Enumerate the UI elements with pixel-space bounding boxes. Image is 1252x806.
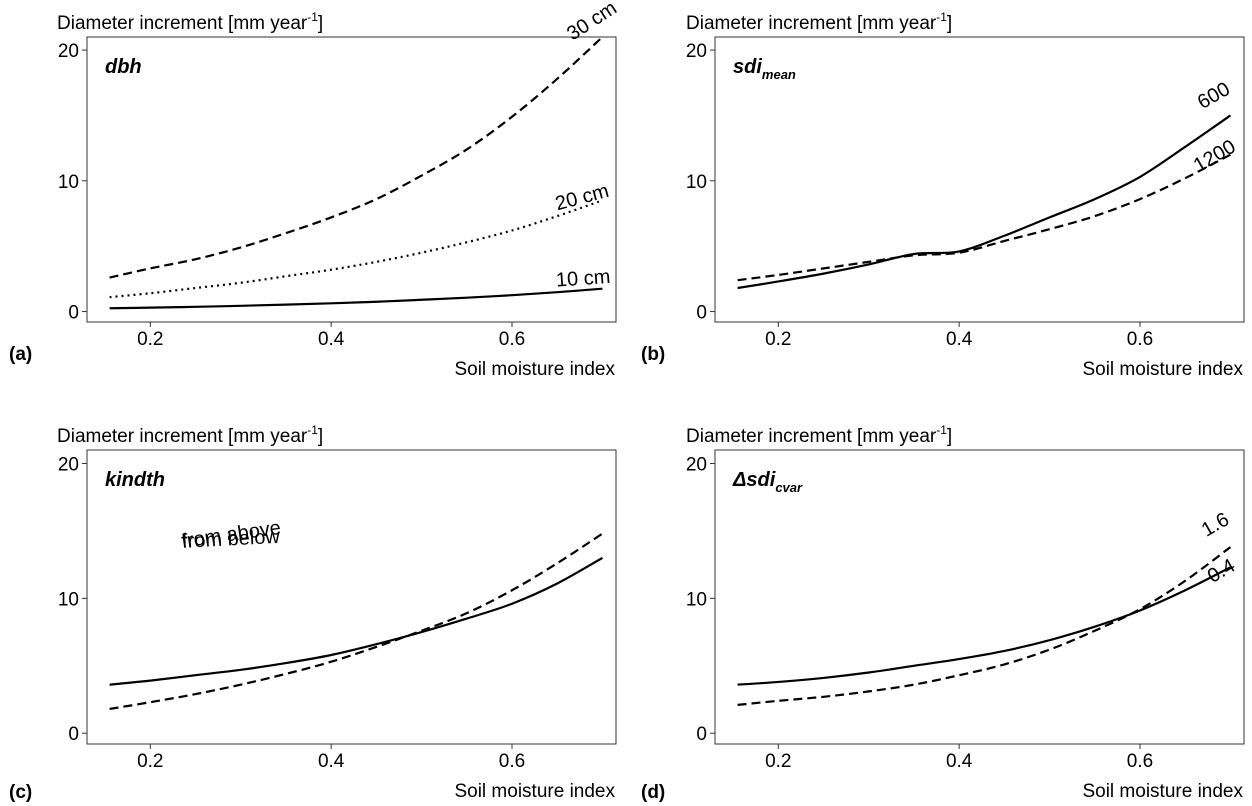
x-axis-label: Soil moisture index (1082, 359, 1243, 380)
panel-title: dbh (105, 56, 142, 78)
series-line-2 (737, 566, 1231, 686)
x-tick-label: 0.6 (1127, 329, 1153, 350)
chart-panel-3: Diameter increment [mm year-1] 0 10 20 0.2 0.… (9, 423, 617, 803)
panel-label: (a) (9, 344, 32, 365)
series-line-1 (109, 36, 604, 279)
x-tick-label: 0.2 (137, 751, 163, 772)
y-tick-label: 0 (696, 303, 707, 324)
y-tick-label: 20 (58, 41, 79, 62)
panel-title: sdimean (733, 56, 796, 82)
y-tick-label: 10 (686, 172, 707, 193)
y-axis-label: Diameter increment [mm year-1] (57, 10, 323, 34)
panel-title: Δsdicvar (732, 469, 803, 495)
panel-label: (b) (641, 344, 665, 365)
y-axis-label: Diameter increment [mm year-1] (686, 10, 952, 34)
x-tick-label: 0.2 (137, 329, 163, 350)
plot-frame (714, 36, 1245, 323)
series-line-1 (737, 546, 1232, 706)
series-line-3 (109, 287, 603, 310)
series-line-2 (109, 532, 604, 711)
series-line-1 (109, 556, 603, 686)
y-tick-label: 10 (58, 172, 79, 193)
y-tick-label: 20 (686, 41, 707, 62)
y-tick-label: 20 (686, 454, 707, 475)
chart-panel-1: Diameter increment [mm year-1] 0 10 20 0.2 0.… (9, 0, 621, 380)
y-tick-label: 0 (696, 724, 707, 745)
chart-panel-2: Diameter increment [mm year-1] 0 10 20 0.2 0.… (641, 10, 1245, 380)
panel-title: kindth (105, 469, 165, 491)
x-tick-label: 0.4 (318, 329, 345, 350)
series-line-2 (109, 199, 603, 299)
y-axis-label: Diameter increment [mm year-1] (686, 423, 952, 447)
series-label-3: 10 cm (555, 266, 611, 292)
chart-panel-4: Diameter increment [mm year-1] 0 10 20 0.2 0.… (641, 423, 1245, 803)
y-axis-label: Diameter increment [mm year-1] (57, 423, 323, 447)
x-tick-label: 0.4 (318, 751, 345, 772)
panel-label: (d) (641, 782, 665, 803)
x-tick-label: 0.2 (765, 329, 791, 350)
series-label-1: from below (182, 526, 281, 553)
y-tick-label: 0 (68, 303, 79, 324)
x-axis-label: Soil moisture index (454, 359, 615, 380)
y-tick-label: 20 (58, 454, 79, 475)
panel-label: (c) (9, 782, 32, 803)
x-tick-label: 0.4 (946, 751, 973, 772)
series-line-2 (737, 153, 1231, 282)
x-tick-label: 0.2 (765, 751, 791, 772)
x-tick-label: 0.6 (1127, 751, 1153, 772)
x-axis-label: Soil moisture index (1082, 781, 1243, 802)
series-line-1 (737, 114, 1232, 290)
x-tick-label: 0.6 (499, 751, 525, 772)
x-tick-label: 0.4 (946, 329, 973, 350)
y-tick-label: 10 (58, 589, 79, 610)
plot-frame (86, 36, 617, 323)
plot-frame (714, 449, 1245, 745)
y-tick-label: 0 (68, 724, 79, 745)
x-tick-label: 0.6 (499, 329, 525, 350)
y-tick-label: 10 (686, 589, 707, 610)
x-axis-label: Soil moisture index (454, 781, 615, 802)
